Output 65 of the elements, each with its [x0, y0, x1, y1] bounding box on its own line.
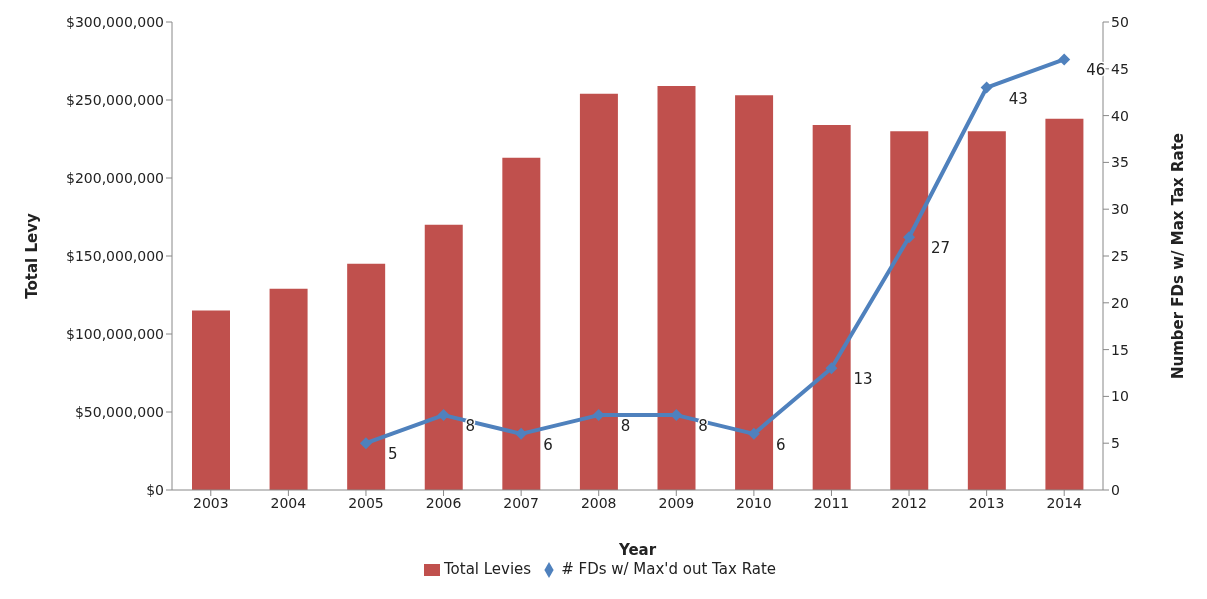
bar — [1045, 118, 1084, 490]
y2-tick-label: 50 — [1111, 13, 1129, 30]
y-tick-label: $300,000,000 — [66, 13, 164, 30]
legend-label: # FDs w/ Max'd out Tax Rate — [561, 560, 777, 578]
y2-tick-label: 10 — [1111, 388, 1129, 405]
bar — [502, 157, 541, 490]
y-tick-label: $100,000,000 — [66, 325, 164, 342]
x-tick-label: 2010 — [736, 494, 772, 511]
bar — [812, 124, 851, 490]
point — [515, 427, 528, 440]
bar — [890, 131, 929, 490]
legend-label: Total Levies — [443, 560, 532, 578]
x-tick-label: 2009 — [658, 494, 695, 511]
point — [980, 81, 993, 94]
bar — [735, 95, 774, 490]
point — [1058, 53, 1071, 66]
point — [825, 362, 838, 375]
point — [359, 437, 372, 450]
bar — [347, 263, 386, 490]
x-tick-label: 2007 — [503, 494, 539, 511]
data-label: 27 — [931, 239, 951, 258]
bar — [967, 131, 1006, 490]
y2-axis-title: Number FDs w/ Max Tax Rate — [1169, 132, 1188, 380]
y-axis-title: Total Levy — [23, 213, 42, 299]
y2-tick-label: 25 — [1111, 247, 1129, 264]
x-axis-title: Year — [617, 541, 657, 559]
y2-tick-label: 5 — [1111, 435, 1120, 452]
data-label: 8 — [465, 417, 476, 436]
data-label: 46 — [1086, 61, 1106, 80]
y2-tick-label: 30 — [1111, 201, 1129, 218]
x-tick-label: 2014 — [1046, 494, 1083, 511]
y2-tick-label: 35 — [1111, 154, 1129, 171]
bar — [657, 85, 696, 490]
x-tick-label: 2013 — [968, 494, 1005, 511]
data-label: 6 — [775, 435, 786, 454]
y-tick-label: $50,000,000 — [74, 403, 164, 420]
y-tick-label: $200,000,000 — [66, 169, 164, 186]
bar — [192, 310, 230, 490]
point — [437, 409, 450, 422]
x-tick-label: 2006 — [425, 494, 462, 511]
y2-tick-label: 15 — [1111, 341, 1129, 358]
x-tick-label: 2011 — [813, 494, 850, 511]
data-label: 8 — [620, 417, 631, 436]
bar — [269, 288, 308, 490]
x-tick-label: 2012 — [891, 494, 927, 511]
data-label: 5 — [387, 445, 398, 464]
point — [903, 231, 916, 244]
x-tick-label: 2005 — [348, 494, 384, 511]
point — [747, 427, 760, 440]
y2-tick-label: 45 — [1111, 60, 1129, 77]
y2-tick-label: 20 — [1111, 294, 1129, 311]
bar — [579, 93, 618, 490]
data-label: 13 — [853, 370, 873, 389]
y-tick-label: $150,000,000 — [66, 247, 164, 264]
data-label: 43 — [1008, 89, 1028, 108]
y-tick-label: $0 — [146, 481, 164, 498]
x-tick-label: 2008 — [580, 494, 617, 511]
data-label: 8 — [698, 417, 708, 436]
data-label: 6 — [543, 435, 553, 454]
y2-tick-label: 40 — [1111, 107, 1129, 124]
y2-tick-label: 0 — [1111, 481, 1120, 498]
x-tick-label: 2003 — [192, 494, 229, 511]
bar — [424, 224, 463, 490]
x-tick-label: 2004 — [270, 494, 307, 511]
y-tick-label: $250,000,000 — [66, 91, 164, 108]
